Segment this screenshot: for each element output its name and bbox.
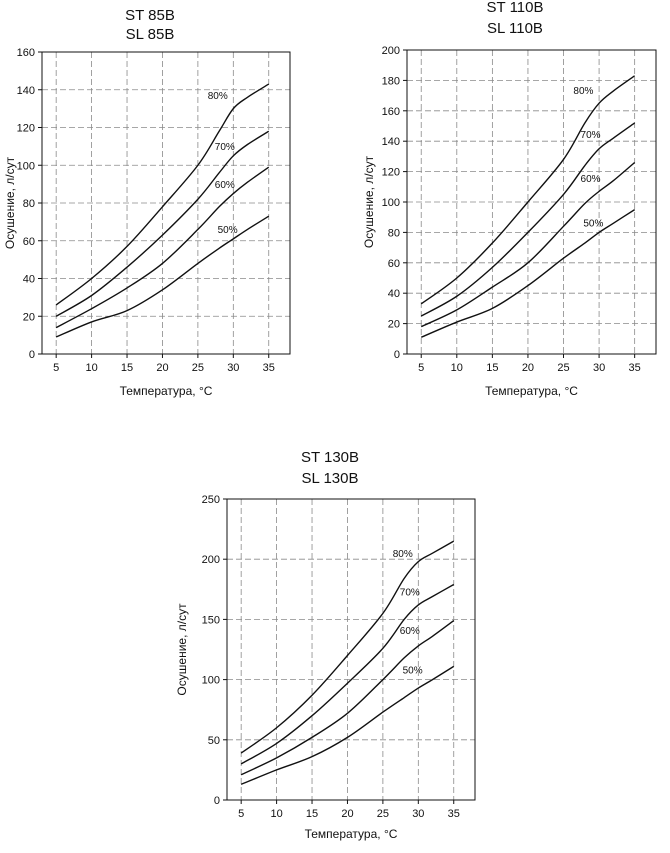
y-tick-label: 60: [23, 236, 35, 248]
x-tick-label: 15: [121, 362, 133, 374]
series-label: 50%: [403, 666, 423, 677]
x-tick-label: 30: [593, 362, 605, 374]
series-label: 80%: [208, 91, 228, 102]
x-tick-label: 10: [451, 362, 463, 374]
chart-title-line-2: SL 110B: [487, 20, 543, 37]
y-tick-label: 120: [382, 167, 400, 179]
y-tick-label: 80: [23, 198, 35, 210]
x-axis-label: Температура, °C: [485, 384, 578, 398]
y-tick-label: 150: [202, 614, 220, 626]
chart-st-130b: ST 130B SL 130B 0 50 100 150 200 250 5 10 15 20 25…: [170, 448, 490, 853]
series-label: 70%: [581, 130, 601, 141]
y-tick-label: 80: [388, 227, 400, 239]
x-tick-label: 20: [341, 808, 353, 820]
series-label: 50%: [583, 218, 603, 229]
chart-title-line-1: ST 110B: [486, 0, 544, 16]
series-label: 60%: [215, 180, 235, 191]
x-tick-label: 25: [192, 362, 204, 374]
x-tick-label: 5: [238, 808, 244, 820]
x-tick-label: 5: [53, 362, 59, 374]
series-line-50-percent: [420, 209, 636, 338]
x-tick-label: 20: [522, 362, 534, 374]
line-chart: 0 50 100 150 200 250 5 10 15 20 25 30 35 Температура,…: [175, 494, 476, 841]
series-line-80-percent: [240, 540, 455, 754]
series-line-60-percent: [420, 161, 636, 328]
x-tick-label: 5: [418, 362, 424, 374]
y-tick-label: 0: [394, 349, 400, 361]
y-tick-label: 40: [23, 274, 35, 286]
line-chart: 0 20 40 60 80 100 120 140 160 180 200 5 10 15 20 25 30 35…: [362, 45, 657, 398]
chart-title-line-2: SL 130B: [301, 470, 359, 487]
x-tick-label: 35: [629, 362, 641, 374]
x-tick-label: 35: [263, 362, 275, 374]
x-tick-label: 20: [156, 362, 168, 374]
y-tick-label: 200: [202, 554, 220, 566]
series-label: 80%: [573, 86, 593, 97]
series-label: 80%: [393, 549, 413, 560]
series-label: 50%: [218, 225, 238, 236]
y-tick-label: 160: [382, 106, 400, 118]
y-tick-label: 120: [17, 123, 35, 135]
x-axis-label: Температура, °C: [120, 384, 213, 398]
y-tick-label: 60: [388, 258, 400, 270]
plot-frame: [226, 498, 476, 801]
y-tick-label: 20: [388, 319, 400, 331]
y-tick-label: 140: [382, 136, 400, 148]
y-axis-label: Осушение, л/сут: [362, 155, 376, 248]
series-line-50-percent: [240, 665, 455, 785]
y-tick-label: 100: [382, 197, 400, 209]
chart-title-line-1: ST 130B: [300, 449, 360, 466]
line-chart: 0 20 40 60 80 100 120 140 160 5 10 15 20 25 30 35 Темпер…: [3, 47, 291, 398]
y-tick-label: 40: [388, 288, 400, 300]
y-tick-label: 0: [29, 349, 35, 361]
series-line-80-percent: [420, 75, 636, 305]
x-tick-label: 15: [306, 808, 318, 820]
y-axis-label: Осушение, л/сут: [175, 603, 189, 696]
series-line-70-percent: [240, 583, 455, 765]
y-tick-label: 20: [23, 311, 35, 323]
y-axis-label: Осушение, л/сут: [3, 156, 17, 249]
chart-title-line-1: ST 85B: [125, 7, 175, 24]
x-tick-label: 10: [85, 362, 97, 374]
x-tick-label: 30: [227, 362, 239, 374]
y-tick-label: 100: [17, 160, 35, 172]
y-tick-label: 180: [382, 75, 400, 87]
y-tick-label: 250: [202, 494, 220, 506]
x-tick-label: 25: [557, 362, 569, 374]
plot-frame: [41, 51, 291, 355]
x-tick-label: 25: [377, 808, 389, 820]
x-tick-label: 15: [486, 362, 498, 374]
series-line-70-percent: [420, 122, 636, 317]
y-tick-label: 50: [208, 735, 220, 747]
series-line-60-percent: [240, 620, 455, 776]
series-line-60-percent: [55, 166, 270, 329]
series-label: 60%: [400, 626, 420, 637]
series-label: 60%: [581, 174, 601, 185]
x-tick-label: 35: [448, 808, 460, 820]
series-line-70-percent: [55, 130, 270, 317]
y-tick-label: 0: [214, 795, 220, 807]
plot-frame: [406, 49, 657, 355]
x-tick-label: 30: [412, 808, 424, 820]
x-tick-label: 10: [270, 808, 282, 820]
series-line-50-percent: [55, 215, 270, 338]
y-tick-label: 200: [382, 45, 400, 57]
chart-st-110b: ST 110B SL 110B 0 20 40 60 80 100 120 140 160 180…: [360, 0, 670, 410]
chart-title-line-2: SL 85B: [125, 26, 175, 43]
series-line-80-percent: [55, 83, 270, 306]
series-label: 70%: [400, 587, 420, 598]
series-label: 70%: [215, 142, 235, 153]
y-tick-label: 140: [17, 85, 35, 97]
x-axis-label: Температура, °C: [305, 827, 398, 841]
chart-st-85b: ST 85B SL 85B 0 20 40 60 80 100 120 140 160 5 10 15…: [0, 0, 300, 410]
y-tick-label: 100: [202, 675, 220, 687]
y-tick-label: 160: [17, 47, 35, 59]
